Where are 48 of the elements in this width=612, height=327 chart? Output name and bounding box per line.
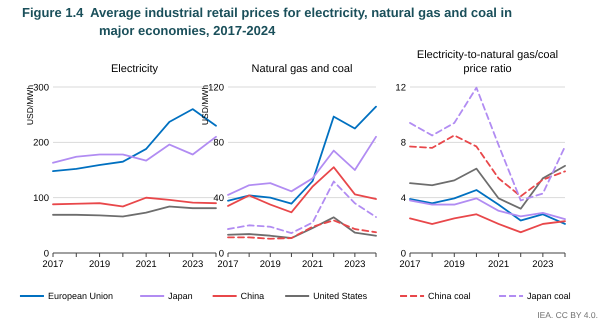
y-tick-label: 8 [400,138,406,149]
caption: Figure 1.4 Average industrial retail prices for electricity, natural gas and coal in major economies, 2017-2024 [22,5,512,38]
line-series [409,189,566,225]
line-series [409,134,566,198]
line-series [409,197,566,220]
legend-label: Japan [168,291,193,302]
y-axis-title: USD/MWh [25,84,35,126]
line-series [52,206,217,218]
x-tick-label: 2021 [302,259,324,270]
y-tick-label: 200 [33,138,49,149]
x-tick-label: 2017 [42,259,64,270]
y-tick-label: 40 [213,192,224,204]
x-tick-label: 2021 [488,259,510,270]
x-tick-label: 2023 [182,259,204,270]
legend-label: United States [313,291,368,302]
line-series [227,136,377,196]
line-series [409,86,566,202]
y-axis-title: USD/MWh [200,84,210,126]
y-tick-label: 4 [400,192,406,204]
legend-label: European Union [48,291,114,302]
x-tick-label: 2019 [444,259,465,270]
x-tick-label: 2021 [136,259,157,270]
line-series [409,164,566,210]
x-tick-label: 2023 [344,259,366,270]
legend-label: Japan coal [527,291,571,302]
y-tick-label: 80 [213,138,224,149]
y-tick-label: 120 [208,82,224,94]
chart-title: Electricity-to-natural gas/coal price ratio [416,49,558,75]
legend-label: China [240,291,264,302]
x-tick-label: 2017 [399,259,421,270]
y-tick-label: 300 [33,82,49,94]
legend-label: China coal [428,291,471,302]
x-tick-label: 2019 [89,259,110,270]
line-series [227,166,377,214]
y-tick-label: 100 [33,192,49,204]
text: IEA. CC BY 4.0. [537,310,598,320]
y-tick-label: 0 [44,248,49,260]
y-tick-label: 12 [395,82,406,94]
line-series [227,180,377,234]
x-tick-label: 2017 [217,259,239,270]
chart-title: Natural gas and coal [252,63,352,75]
x-tick-label: 2019 [260,259,281,270]
y-tick-label: 0 [218,248,224,260]
y-tick-label: 0 [400,248,406,260]
x-tick-label: 2023 [532,259,554,270]
line-series [409,213,566,234]
line-series [227,106,377,205]
chart-title: Electricity [110,63,159,75]
